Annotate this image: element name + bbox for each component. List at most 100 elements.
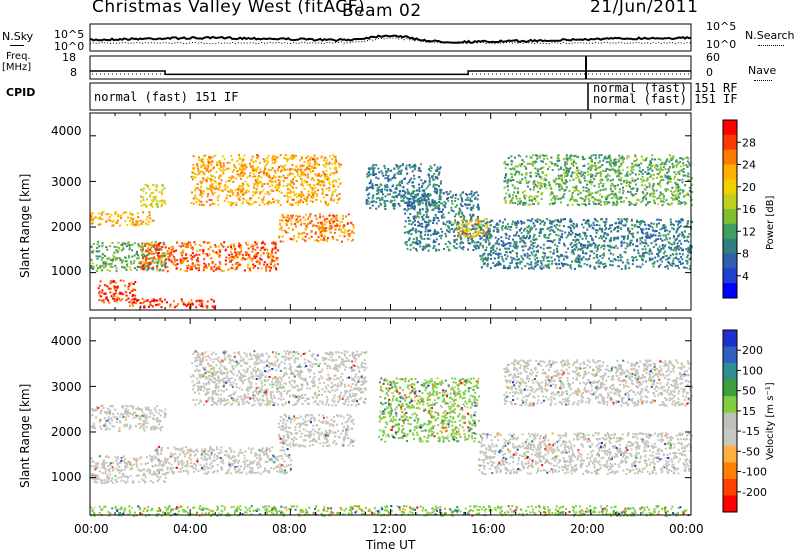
echo-cell [469, 200, 472, 203]
echo-cell [142, 187, 145, 190]
echo-cell [172, 300, 175, 303]
echo-cell [593, 162, 596, 165]
echo-cell [658, 265, 661, 268]
echo-cell [253, 255, 256, 258]
echo-cell [556, 245, 559, 248]
echo-cell [635, 202, 638, 205]
echo-cell [545, 183, 548, 186]
echo-cell [581, 250, 584, 253]
echo-cell [147, 247, 150, 250]
echo-cell [532, 160, 535, 163]
echo-cell [528, 263, 531, 266]
echo-cell [338, 193, 341, 195]
echo-cell [582, 155, 584, 158]
echo-cell [126, 265, 129, 268]
echo-cell [180, 245, 182, 248]
echo-cell [249, 266, 252, 269]
echo-cell [644, 232, 647, 235]
echo-cell [634, 255, 637, 258]
echo-cell [303, 222, 306, 225]
echo-cell [686, 260, 689, 263]
echo-cell [277, 199, 280, 202]
echo-cell [606, 178, 609, 181]
echo-cell [423, 189, 426, 192]
echo-cell [438, 243, 440, 246]
echo-cell [302, 201, 304, 204]
echo-cell [432, 241, 435, 244]
echo-cell [423, 238, 426, 240]
echo-cell [242, 256, 245, 259]
echo-cell [315, 231, 317, 234]
echo-cell [460, 223, 463, 226]
echo-cell [373, 167, 376, 170]
echo-cell [413, 177, 416, 180]
echo-cell [209, 186, 212, 189]
echo-cell [429, 234, 432, 237]
echo-cell [587, 188, 590, 191]
echo-cell [254, 168, 257, 171]
echo-cell [91, 218, 94, 221]
echo-cell [443, 248, 445, 250]
echo-cell [162, 263, 165, 266]
echo-cell [266, 255, 269, 257]
echo-cell [269, 262, 272, 265]
echo-cell [607, 227, 610, 230]
echo-cell [571, 249, 574, 252]
echo-cell [403, 177, 406, 180]
echo-cell [321, 180, 324, 182]
echo-cell [300, 191, 303, 193]
echo-cell [263, 172, 265, 175]
echo-cell [530, 263, 533, 266]
echo-cell [125, 269, 128, 271]
echo-cell [471, 195, 473, 198]
echo-cell [142, 248, 144, 251]
echo-cell [417, 243, 420, 246]
echo-cell [289, 195, 292, 198]
echo-cell [546, 227, 549, 230]
echo-cell [100, 213, 103, 216]
echo-cell [650, 235, 653, 238]
echo-cell [419, 242, 422, 245]
echo-cell [281, 215, 284, 218]
echo-cell [634, 156, 637, 158]
echo-cell [176, 263, 179, 265]
echo-cell [567, 226, 570, 229]
echo-cell [276, 156, 279, 159]
echo-cell [311, 170, 314, 172]
echo-cell [286, 191, 289, 194]
echo-cell [138, 262, 141, 265]
echo-cell [415, 230, 418, 232]
echo-cell [487, 234, 490, 237]
echo-cell [621, 155, 624, 158]
echo-cell [438, 207, 441, 210]
echo-cell [334, 166, 337, 169]
echo-cell [377, 191, 380, 194]
echo-cell [678, 179, 681, 182]
echo-cell [306, 233, 309, 236]
echo-cell [485, 246, 488, 249]
echo-cell [584, 234, 587, 237]
echo-cell [209, 204, 212, 206]
echo-cell [230, 251, 233, 253]
echo-cell [497, 229, 500, 232]
echo-cell [117, 249, 120, 252]
echo-cell [568, 157, 570, 160]
echo-cell [298, 219, 301, 222]
echo-cell [200, 160, 203, 163]
echo-cell [508, 264, 511, 267]
echo-cell [140, 195, 143, 198]
echo-cell [106, 248, 109, 251]
echo-cell [654, 165, 657, 168]
echo-cell [557, 256, 560, 259]
echo-cell [277, 179, 280, 182]
echo-cell [319, 180, 322, 183]
echo-cell [251, 168, 254, 171]
echo-cell [198, 304, 201, 307]
echo-cell [515, 247, 518, 250]
echo-cell [303, 161, 306, 164]
echo-cell [282, 179, 285, 182]
echo-cell [585, 237, 587, 240]
echo-cell [315, 195, 318, 198]
echo-cell [618, 188, 621, 191]
echo-cell [648, 248, 651, 251]
